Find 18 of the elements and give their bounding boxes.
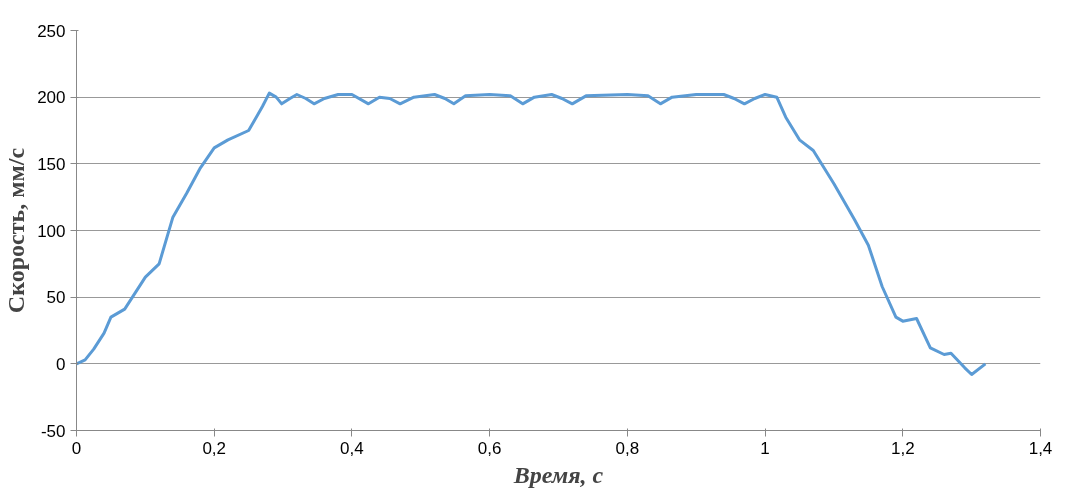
y-tick-label: -50 — [40, 421, 66, 441]
x-tick-label: 1,4 — [1028, 438, 1053, 458]
x-tick-label: 0 — [71, 438, 82, 458]
x-tick-label: 0,8 — [615, 438, 640, 458]
y-tick-label: 0 — [56, 354, 66, 374]
x-tick-label: 1 — [760, 438, 770, 458]
x-tick-label: 1,2 — [890, 438, 915, 458]
y-tick-label: 100 — [37, 221, 66, 241]
x-tick-label: 0,4 — [340, 438, 364, 458]
y-tick-label: 150 — [37, 154, 66, 174]
x-axis-title: Время, с — [512, 461, 604, 488]
line-series — [76, 91, 987, 376]
y-tick-label: 50 — [46, 288, 66, 308]
y-tick-label: 200 — [37, 88, 66, 108]
x-tick-label: 0,2 — [202, 438, 227, 458]
y-axis-title: Скорость, мм/с — [3, 147, 30, 314]
x-tick-label: 0,6 — [477, 438, 502, 458]
y-tick-label: 250 — [37, 21, 66, 41]
